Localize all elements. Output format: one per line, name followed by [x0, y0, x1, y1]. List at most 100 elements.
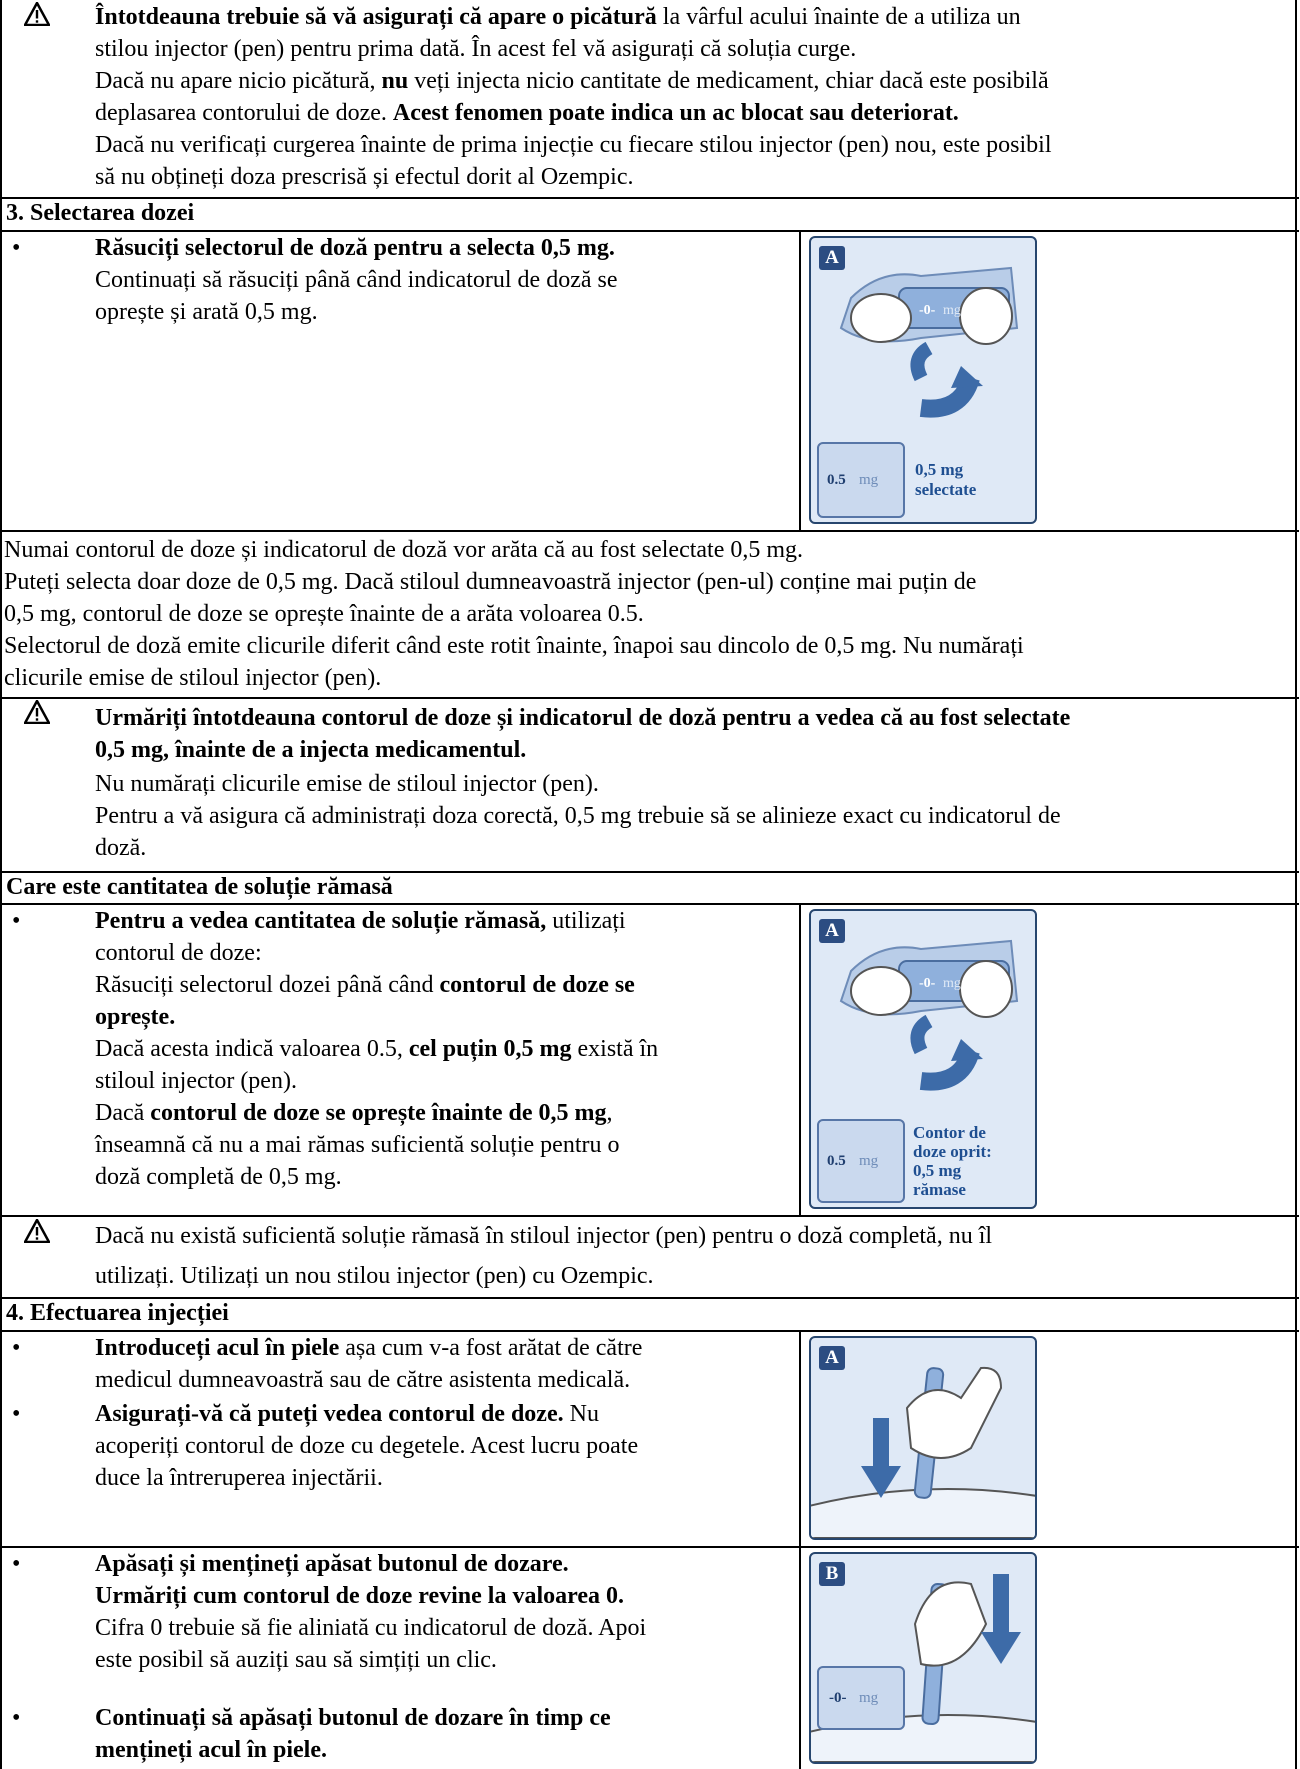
instruction-bold-text: contorul de doze se oprește înainte de 0…: [150, 1100, 607, 1126]
row-divider: [0, 230, 1299, 232]
column-divider: [799, 1330, 801, 1769]
instruction-bold-text: Asigurați-vă că puteți vedea contorul de…: [95, 1401, 564, 1427]
instruction-line: Cifra 0 trebuie să fie aliniată cu indic…: [95, 1615, 647, 1641]
row-divider: [0, 1330, 1299, 1332]
small-counter: 0.5: [827, 472, 846, 488]
warning-icon: [24, 2, 50, 26]
warning-line: să nu obțineți doza prescrisă și efectul…: [95, 164, 634, 190]
illustration-label: A: [819, 246, 845, 270]
instruction-line: Apăsați și mențineți apăsat butonul de d…: [95, 1550, 569, 1579]
small-unit: mg: [859, 1690, 879, 1706]
row-divider: [0, 903, 1299, 905]
instruction-line: acoperiți contorul de doze cu degetele. …: [95, 1433, 639, 1459]
instruction-line: Răsuciți selectorul dozei până când cont…: [95, 971, 635, 1000]
warning-icon: [24, 1219, 50, 1243]
row-divider: [0, 697, 1299, 699]
warning-bold: Acest fenomen poate indica un ac blocat …: [392, 100, 959, 126]
instruction-text: Dacă acesta indică valoarea 0.5,: [95, 1036, 409, 1062]
instruction-text: ,: [606, 1100, 613, 1126]
bullet: •: [12, 1551, 21, 1577]
dose-counter: -0-: [919, 303, 936, 318]
dose-counter-closeup: 0.5 mg: [817, 442, 905, 518]
instruction-line: oprește și arată 0,5 mg.: [95, 299, 318, 325]
note-line: Numai contorul de doze și indicatorul de…: [4, 537, 804, 563]
small-counter: 0.5: [827, 1153, 846, 1169]
instruction-line: înseamnă că nu a mai rămas suficientă so…: [95, 1132, 620, 1158]
dose-counter-closeup: -0- mg: [817, 1666, 905, 1730]
row-divider: [0, 197, 1299, 199]
instruction-line: doză completă de 0,5 mg.: [95, 1164, 342, 1190]
instruction-text: Nu: [563, 1401, 599, 1427]
row-divider: [0, 1215, 1299, 1217]
caption-line: 0,5 mg: [915, 460, 964, 479]
warning-line: Dacă nu verificați curgerea înainte de p…: [95, 132, 1052, 158]
warning-line: Nu numărați clicurile emise de stiloul i…: [95, 771, 599, 797]
instruction-line: Dacă acesta indică valoarea 0.5, cel puț…: [95, 1035, 658, 1064]
caption-line: rămase: [913, 1180, 966, 1199]
warning-line: 0,5 mg, înainte de a injecta medicamentu…: [95, 736, 526, 765]
warning-bold: nu: [381, 68, 409, 94]
instruction-line: Introduceți acul în piele așa cum v-a fo…: [95, 1334, 642, 1363]
instruction-bold-text: Continuați să apăsați butonul de dozare …: [95, 1705, 611, 1731]
instruction-text: așa cum v-a fost arătat de către: [339, 1335, 643, 1361]
illustration-press-button: B -0- mg: [809, 1552, 1037, 1764]
instruction-bold-text: Pentru a vedea cantitatea de soluție răm…: [95, 908, 547, 934]
warning-line: Dacă nu există suficientă soluție rămasă…: [95, 1223, 993, 1249]
illustration-label: A: [819, 919, 845, 943]
warning-text: la vârful acului înainte de a utiliza un: [656, 4, 1021, 30]
instruction-line: contorul de doze:: [95, 940, 262, 966]
row-divider: [0, 871, 1299, 873]
row-divider: [0, 530, 1299, 532]
instruction-bold-text: Introduceți acul în piele: [95, 1335, 340, 1361]
warning-bold: 0,5 mg, înainte de a injecta medicamentu…: [95, 737, 527, 763]
illustration-label: B: [819, 1562, 845, 1586]
caption-line: doze oprit:: [913, 1142, 992, 1161]
warning-text: Dacă nu apare nicio picătură,: [95, 68, 382, 94]
illustration-insert-needle: A: [809, 1336, 1037, 1540]
warning-line: Urmăriți întotdeauna contorul de doze și…: [95, 704, 1070, 733]
instruction-line: Urmăriți cum contorul de doze revine la …: [95, 1582, 624, 1611]
caption-line: Contor de: [913, 1123, 986, 1142]
bullet: •: [12, 1335, 21, 1361]
press-button-drawing: [811, 1574, 1035, 1762]
instruction-bold-text: oprește.: [95, 1004, 176, 1030]
instruction-line: oprește.: [95, 1003, 175, 1032]
small-counter: -0-: [829, 1690, 847, 1706]
bullet: •: [12, 1401, 21, 1427]
illustration-select-dose: A -0- mg 0.5 mg 0,5 mg selectate: [809, 236, 1037, 524]
instruction-text: există în: [571, 1036, 659, 1062]
bullet: •: [12, 908, 21, 934]
section-title: Care este cantitatea de soluție rămasă: [6, 874, 393, 900]
note-line: 0,5 mg, contorul de doze se oprește înai…: [4, 601, 644, 627]
instruction-bold-text: contorul de doze se: [439, 972, 635, 998]
dose-counter: -0-: [919, 976, 936, 991]
instruction-line: mențineți acul în piele.: [95, 1736, 327, 1765]
caption-line: selectate: [915, 480, 977, 499]
row-divider: [0, 1297, 1299, 1299]
warning-bold: Întotdeauna trebuie să vă asigurați că a…: [95, 4, 657, 30]
instruction-line: Continuați să apăsați butonul de dozare …: [95, 1704, 611, 1733]
caption-line: 0,5 mg: [913, 1161, 962, 1180]
bullet: •: [12, 1705, 21, 1731]
instruction-line: Asigurați-vă că puteți vedea contorul de…: [95, 1400, 599, 1429]
row-divider: [0, 1546, 1299, 1548]
warning-line: Dacă nu apare nicio picătură, nu veți in…: [95, 67, 1049, 96]
warning-icon: [24, 700, 50, 724]
instruction-line: este posibil să auziți sau să simțiți un…: [95, 1647, 497, 1673]
note-line: Selectorul de doză emite clicurile difer…: [4, 633, 1024, 659]
warning-line: utilizați. Utilizați un nou stilou injec…: [95, 1263, 654, 1289]
dose-unit: mg: [943, 303, 961, 318]
pen-dial-drawing: [839, 266, 1019, 418]
instruction-line: stiloul injector (pen).: [95, 1068, 297, 1094]
instruction-bold-text: Răsuciți selectorul de doză pentru a sel…: [95, 235, 615, 261]
small-unit: mg: [859, 1153, 879, 1169]
instruction-bold-text: mențineți acul în piele.: [95, 1737, 327, 1763]
instruction-line: Dacă contorul de doze se oprește înainte…: [95, 1099, 612, 1128]
column-divider: [799, 230, 801, 530]
dose-counter-closeup: 0.5 mg: [817, 1119, 905, 1203]
warning-line: Întotdeauna trebuie să vă asigurați că a…: [95, 3, 1021, 32]
warning-line: stilou injector (pen) pentru prima dată.…: [95, 36, 857, 62]
warning-line: deplasarea contorului de doze. Acest fen…: [95, 99, 959, 128]
illustration-label: A: [819, 1346, 845, 1370]
